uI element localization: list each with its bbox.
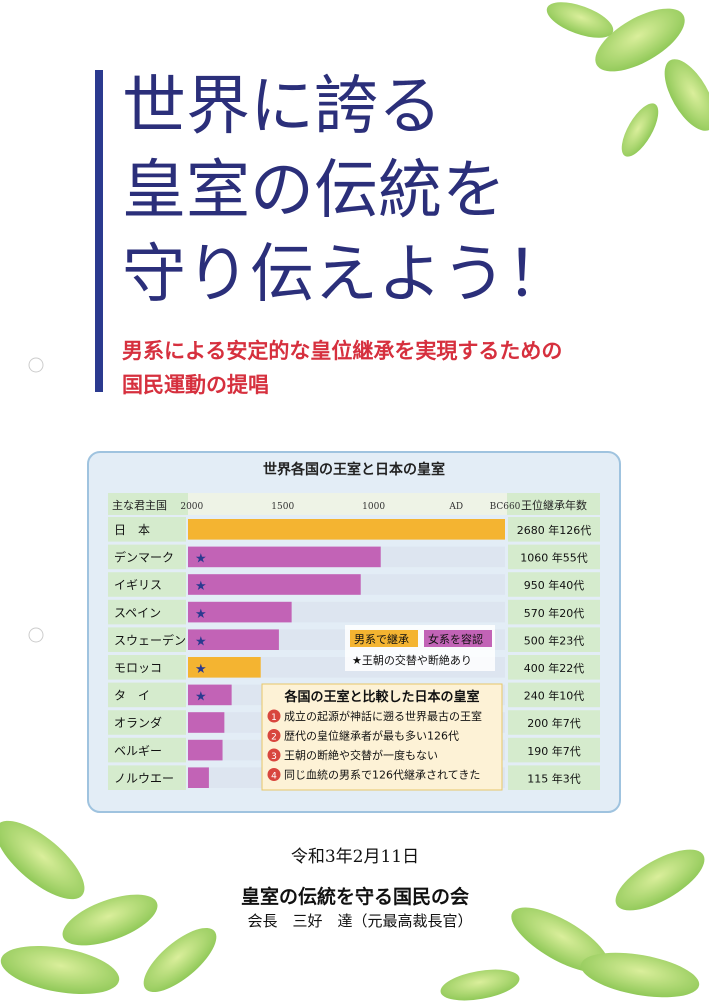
dynasty-star: ★	[195, 552, 207, 567]
value-label: 240 年10代	[524, 689, 585, 703]
note-item: 王朝の断絶や交替が一度もない	[284, 748, 438, 762]
category-label: ベルギー	[114, 744, 162, 758]
category-label: タ イ	[114, 689, 150, 703]
value-label-cell	[508, 765, 600, 790]
row-label-cell	[108, 517, 186, 542]
dynasty-star: ★	[195, 690, 207, 705]
note-item: 同じ血統の男系で126代継承されてきた	[284, 768, 480, 782]
chart-title: 世界各国の王室と日本の皇室	[263, 461, 445, 478]
value-label: 200 年7代	[527, 716, 581, 730]
punch-hole	[28, 357, 44, 373]
row-label-cell	[108, 544, 186, 570]
subtitle: 国民運動の提唱	[122, 373, 269, 397]
bar	[188, 546, 381, 568]
bar	[188, 519, 505, 540]
title: 世界に誇る 皇室の伝統を 守り伝えよう！	[122, 70, 570, 312]
legend-label: ★王朝の交替や断絶あり	[352, 653, 472, 667]
value-label-cell	[508, 517, 600, 542]
note-number-badge	[267, 768, 281, 781]
note-number: 2	[271, 733, 277, 743]
legend-swatch	[424, 630, 492, 647]
value-label: 500 年23代	[524, 633, 585, 647]
category-label: モロッコ	[114, 661, 162, 675]
category-label: イギリス	[114, 578, 162, 592]
value-label: 570 年20代	[524, 606, 585, 620]
legend-label: 男系で継承	[354, 632, 409, 646]
x-tick-label: AD	[448, 502, 463, 512]
category-label: ノルウエー	[114, 771, 174, 785]
dynasty-star: ★	[195, 607, 207, 622]
note-title: 各国の王室と比較した日本の皇室	[283, 689, 479, 705]
value-label-cell	[508, 737, 600, 763]
value-label-cell	[508, 710, 600, 735]
note-number: 3	[271, 752, 277, 762]
bar	[188, 712, 225, 733]
note-item: 成立の起源が神話に遡る世界最古の王室	[284, 709, 482, 723]
value-label-cell	[508, 627, 600, 652]
x-tick-label: 1500	[271, 502, 294, 512]
value-label-cell	[508, 572, 600, 597]
dynasty-star: ★	[195, 662, 207, 677]
punch-hole	[28, 627, 44, 643]
legend-swatch	[350, 630, 418, 647]
accent-bar	[95, 70, 103, 392]
category-label: スペイン	[114, 606, 161, 620]
note-number-badge	[267, 709, 281, 723]
plot-header	[188, 493, 507, 515]
value-label-cell	[508, 599, 600, 625]
chart: 主な君主国 王位継承年数 2000 1500 1000 AD BC660 日 本 2680 年1…	[108, 493, 600, 791]
bar	[188, 601, 292, 623]
value-label: 190 年7代	[527, 744, 581, 758]
x-tick-label: 2000	[180, 502, 203, 512]
note-box	[261, 683, 503, 791]
value-label: 115 年3代	[527, 771, 581, 785]
title-line: 皇室の伝統を	[122, 154, 506, 228]
value-label-cell	[508, 655, 600, 680]
value-label: 1060 年55代	[520, 551, 588, 565]
note-item: 歴代の皇位継承者が最も多い126代	[284, 729, 459, 743]
title-line: 守り伝えよう！	[122, 238, 570, 312]
value-label: 400 年22代	[524, 661, 585, 675]
x-tick-label: 1000	[362, 502, 385, 512]
row-label-cell	[108, 710, 186, 735]
row-label-cell	[108, 572, 186, 597]
bar	[188, 684, 232, 706]
bar	[188, 657, 261, 678]
bar	[188, 767, 209, 788]
category-label: オランダ	[114, 715, 162, 730]
value-label-cell	[508, 682, 600, 708]
row-label-cell	[108, 765, 186, 790]
organization: 皇室の伝統を守る国民の会	[241, 885, 469, 908]
x-tick-label: BC660	[490, 502, 521, 512]
row-label-cell	[108, 599, 186, 625]
column-header: 主な君主国	[112, 499, 167, 512]
value-label-cell	[508, 544, 600, 570]
chairman: 会長 三好 達（元最高裁長官）	[247, 912, 472, 930]
bar	[188, 739, 223, 761]
row-label-cell	[108, 655, 186, 680]
note-number: 4	[271, 772, 277, 782]
row-label-cell	[108, 627, 186, 652]
dynasty-star: ★	[195, 634, 207, 649]
note-number-badge	[267, 729, 281, 742]
category-label: デンマーク	[114, 550, 174, 565]
row-label-cell	[108, 682, 186, 708]
note-number: 1	[271, 713, 277, 723]
column-header: 王位継承年数	[521, 498, 587, 512]
row-label-cell	[108, 737, 186, 763]
bar	[188, 574, 361, 595]
value-label: 950 年40代	[524, 578, 585, 592]
legend-label: 女系を容認	[428, 632, 483, 646]
note-number-badge	[267, 748, 281, 762]
title-line: 世界に誇る	[122, 70, 442, 144]
category-label: スウェーデン	[114, 632, 186, 647]
subtitle: 男系による安定的な皇位継承を実現するための	[122, 339, 562, 363]
date: 令和3年2月11日	[291, 847, 419, 867]
category-label: 日 本	[114, 523, 150, 537]
value-label: 2680 年126代	[517, 523, 592, 537]
dynasty-star: ★	[195, 579, 207, 594]
bar	[188, 629, 279, 650]
